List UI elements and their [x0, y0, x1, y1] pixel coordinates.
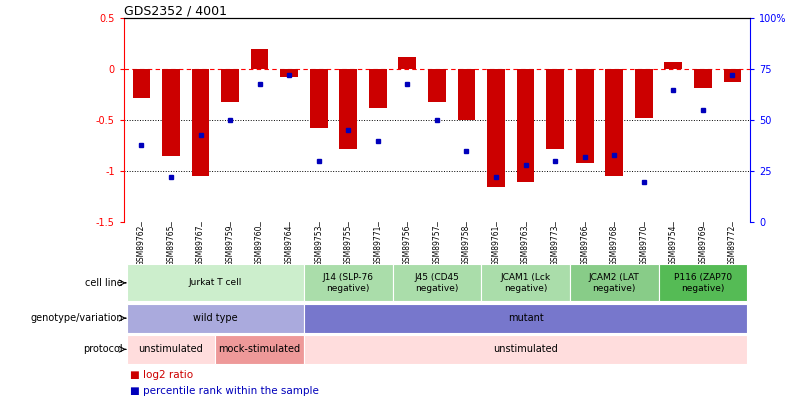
Bar [304, 264, 393, 301]
Bar [304, 304, 747, 333]
Bar [635, 69, 653, 118]
Text: wild type: wild type [193, 313, 238, 323]
Text: GSM89765: GSM89765 [167, 224, 176, 266]
Bar [304, 335, 747, 364]
Bar [127, 304, 304, 333]
Bar [658, 264, 747, 301]
Text: P116 (ZAP70
negative): P116 (ZAP70 negative) [674, 273, 732, 292]
Text: GSM89772: GSM89772 [728, 224, 737, 266]
Bar [215, 335, 304, 364]
Text: GSM89770: GSM89770 [639, 224, 648, 266]
Bar [547, 69, 564, 149]
Text: GSM89761: GSM89761 [492, 224, 500, 266]
Bar [127, 264, 304, 301]
Text: GSM89763: GSM89763 [521, 224, 530, 266]
Text: JCAM1 (Lck
negative): JCAM1 (Lck negative) [500, 273, 551, 292]
Text: GSM89767: GSM89767 [196, 224, 205, 266]
Text: GSM89753: GSM89753 [314, 224, 323, 266]
Text: ■ log2 ratio: ■ log2 ratio [130, 370, 193, 380]
Text: GSM89773: GSM89773 [551, 224, 559, 266]
Text: GDS2352 / 4001: GDS2352 / 4001 [124, 4, 227, 17]
Bar [251, 49, 268, 69]
Text: cell line: cell line [85, 278, 123, 288]
Text: mock-stimulated: mock-stimulated [219, 344, 301, 354]
Text: J14 (SLP-76
negative): J14 (SLP-76 negative) [322, 273, 373, 292]
Bar [481, 264, 570, 301]
Text: GSM89756: GSM89756 [403, 224, 412, 266]
Bar [487, 69, 505, 187]
Bar [192, 69, 209, 177]
Bar [724, 69, 741, 81]
Text: J45 (CD45
negative): J45 (CD45 negative) [414, 273, 460, 292]
Bar [310, 69, 327, 128]
Text: Jurkat T cell: Jurkat T cell [188, 278, 242, 288]
Text: GSM89764: GSM89764 [285, 224, 294, 266]
Text: GSM89759: GSM89759 [226, 224, 235, 266]
Text: GSM89757: GSM89757 [433, 224, 441, 266]
Text: unstimulated: unstimulated [493, 344, 558, 354]
Text: mutant: mutant [508, 313, 543, 323]
Bar [393, 264, 481, 301]
Text: GSM89760: GSM89760 [255, 224, 264, 266]
Bar [369, 69, 387, 108]
Text: GSM89755: GSM89755 [344, 224, 353, 266]
Text: GSM89758: GSM89758 [462, 224, 471, 266]
Bar [162, 69, 180, 156]
Text: GSM89771: GSM89771 [373, 224, 382, 266]
Bar [570, 264, 658, 301]
Bar [576, 69, 594, 163]
Text: ■ percentile rank within the sample: ■ percentile rank within the sample [130, 386, 319, 396]
Bar [665, 62, 682, 69]
Text: GSM89768: GSM89768 [610, 224, 618, 266]
Bar [398, 57, 417, 69]
Text: genotype/variation: genotype/variation [30, 313, 123, 323]
Bar [127, 335, 215, 364]
Text: GSM89754: GSM89754 [669, 224, 678, 266]
Bar [221, 69, 239, 102]
Bar [694, 69, 712, 87]
Text: JCAM2 (LAT
negative): JCAM2 (LAT negative) [589, 273, 639, 292]
Bar [516, 69, 535, 181]
Text: unstimulated: unstimulated [139, 344, 203, 354]
Bar [428, 69, 446, 102]
Bar [132, 69, 150, 98]
Text: GSM89769: GSM89769 [698, 224, 707, 266]
Bar [280, 69, 298, 77]
Text: protocol: protocol [84, 344, 123, 354]
Bar [339, 69, 358, 149]
Bar [457, 69, 476, 120]
Text: GSM89766: GSM89766 [580, 224, 589, 266]
Bar [606, 69, 623, 177]
Text: GSM89762: GSM89762 [137, 224, 146, 266]
